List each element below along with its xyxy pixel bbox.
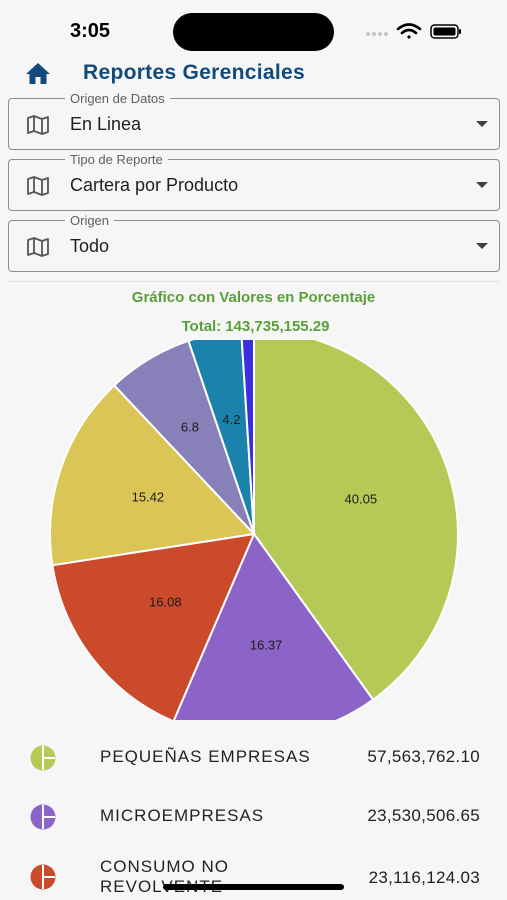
origen-datos-label: Origen de Datos <box>65 91 170 106</box>
pie-slice[interactable] <box>49 383 257 567</box>
caret-down-icon[interactable] <box>476 243 488 249</box>
origen-select[interactable]: Origen Todo <box>8 213 500 272</box>
home-icon[interactable] <box>25 62 51 86</box>
caret-down-icon[interactable] <box>476 182 488 188</box>
pie-slice[interactable] <box>240 340 255 535</box>
map-icon <box>27 237 49 257</box>
cellular-signal-icon <box>366 32 388 36</box>
legend-name: MICROEMPRESAS <box>100 806 265 825</box>
tipo-reporte-select[interactable]: Tipo de Reporte Cartera por Producto <box>8 152 500 211</box>
divider <box>8 281 500 282</box>
caret-down-icon[interactable] <box>476 121 488 127</box>
pie-chart-icon <box>30 804 56 830</box>
legend-item[interactable]: PEQUEÑAS EMPRESAS 57,563,762.10 <box>0 733 507 783</box>
pie-slice-label: 4.2 <box>222 412 240 427</box>
pie-chart-icon <box>30 745 56 771</box>
origen-label: Origen <box>65 213 115 228</box>
pie-slice[interactable] <box>187 340 255 535</box>
pie-slice-label: 15.42 <box>132 489 165 504</box>
pie-slice-label: 6.8 <box>181 419 199 434</box>
pie-slice-label: 40.05 <box>345 492 378 507</box>
legend-name: PEQUEÑAS EMPRESAS <box>100 747 311 766</box>
chart-total: Total: 143,735,155.29 <box>0 318 507 335</box>
pie-chart-icon <box>30 864 56 890</box>
tipo-reporte-label: Tipo de Reporte <box>65 152 168 167</box>
legend-name: CONSUMO NO REVOLVENTE <box>100 857 229 896</box>
tipo-reporte-value: Cartera por Producto <box>70 175 239 195</box>
origen-value: Todo <box>70 236 110 256</box>
legend-amount: 23,116,124.03 <box>368 868 480 887</box>
legend-item[interactable]: MICROEMPRESAS 23,530,506.65 <box>0 792 507 842</box>
origen-datos-value: En Linea <box>70 114 142 134</box>
legend-amount: 23,530,506.65 <box>367 806 480 825</box>
dynamic-island <box>173 13 334 51</box>
map-icon <box>27 176 49 196</box>
page-title: Reportes Gerenciales <box>83 61 305 84</box>
pie-slice[interactable] <box>172 531 375 720</box>
pie-slice-label: 16.37 <box>250 638 283 653</box>
wifi-icon <box>396 23 422 39</box>
status-time: 3:05 <box>70 20 111 42</box>
status-icons <box>366 23 461 39</box>
battery-icon <box>430 24 461 39</box>
pie-slice[interactable] <box>51 532 256 720</box>
legend-amount: 57,563,762.10 <box>367 747 480 766</box>
app-header: Reportes Gerenciales <box>0 56 507 92</box>
legend-item[interactable]: CONSUMO NO REVOLVENTE 23,116,124.03 <box>0 852 507 900</box>
chart-total-value: 143,735,155.29 <box>225 318 330 335</box>
status-bar: 3:05 <box>0 0 507 60</box>
map-icon <box>27 115 49 135</box>
pie-slice[interactable] <box>253 340 459 702</box>
pie-slice-label: 16.08 <box>149 595 182 610</box>
home-indicator <box>163 884 344 890</box>
origen-datos-select[interactable]: Origen de Datos En Linea <box>8 91 500 150</box>
chart-total-label: Total: <box>181 318 222 335</box>
chart-title: Gráfico con Valores en Porcentaje <box>131 289 376 306</box>
